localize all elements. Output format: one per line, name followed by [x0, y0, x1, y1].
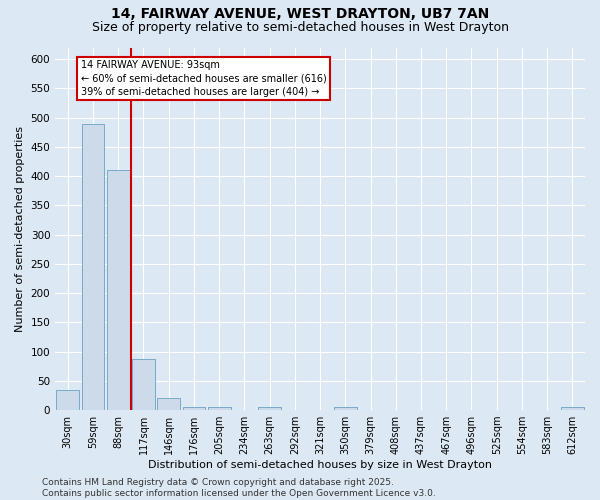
Bar — [82, 124, 104, 410]
Bar — [334, 407, 356, 410]
Text: Contains HM Land Registry data © Crown copyright and database right 2025.
Contai: Contains HM Land Registry data © Crown c… — [42, 478, 436, 498]
X-axis label: Distribution of semi-detached houses by size in West Drayton: Distribution of semi-detached houses by … — [148, 460, 492, 470]
Text: 14, FAIRWAY AVENUE, WEST DRAYTON, UB7 7AN: 14, FAIRWAY AVENUE, WEST DRAYTON, UB7 7A… — [111, 8, 489, 22]
Bar — [56, 390, 79, 410]
Bar — [258, 407, 281, 410]
Bar — [107, 170, 130, 410]
Text: 14 FAIRWAY AVENUE: 93sqm
← 60% of semi-detached houses are smaller (616)
39% of : 14 FAIRWAY AVENUE: 93sqm ← 60% of semi-d… — [81, 60, 326, 97]
Bar — [157, 398, 180, 410]
Y-axis label: Number of semi-detached properties: Number of semi-detached properties — [15, 126, 25, 332]
Bar — [208, 406, 230, 410]
Bar — [561, 407, 584, 410]
Bar — [182, 406, 205, 410]
Text: Size of property relative to semi-detached houses in West Drayton: Size of property relative to semi-detach… — [91, 21, 509, 34]
Bar — [132, 358, 155, 410]
